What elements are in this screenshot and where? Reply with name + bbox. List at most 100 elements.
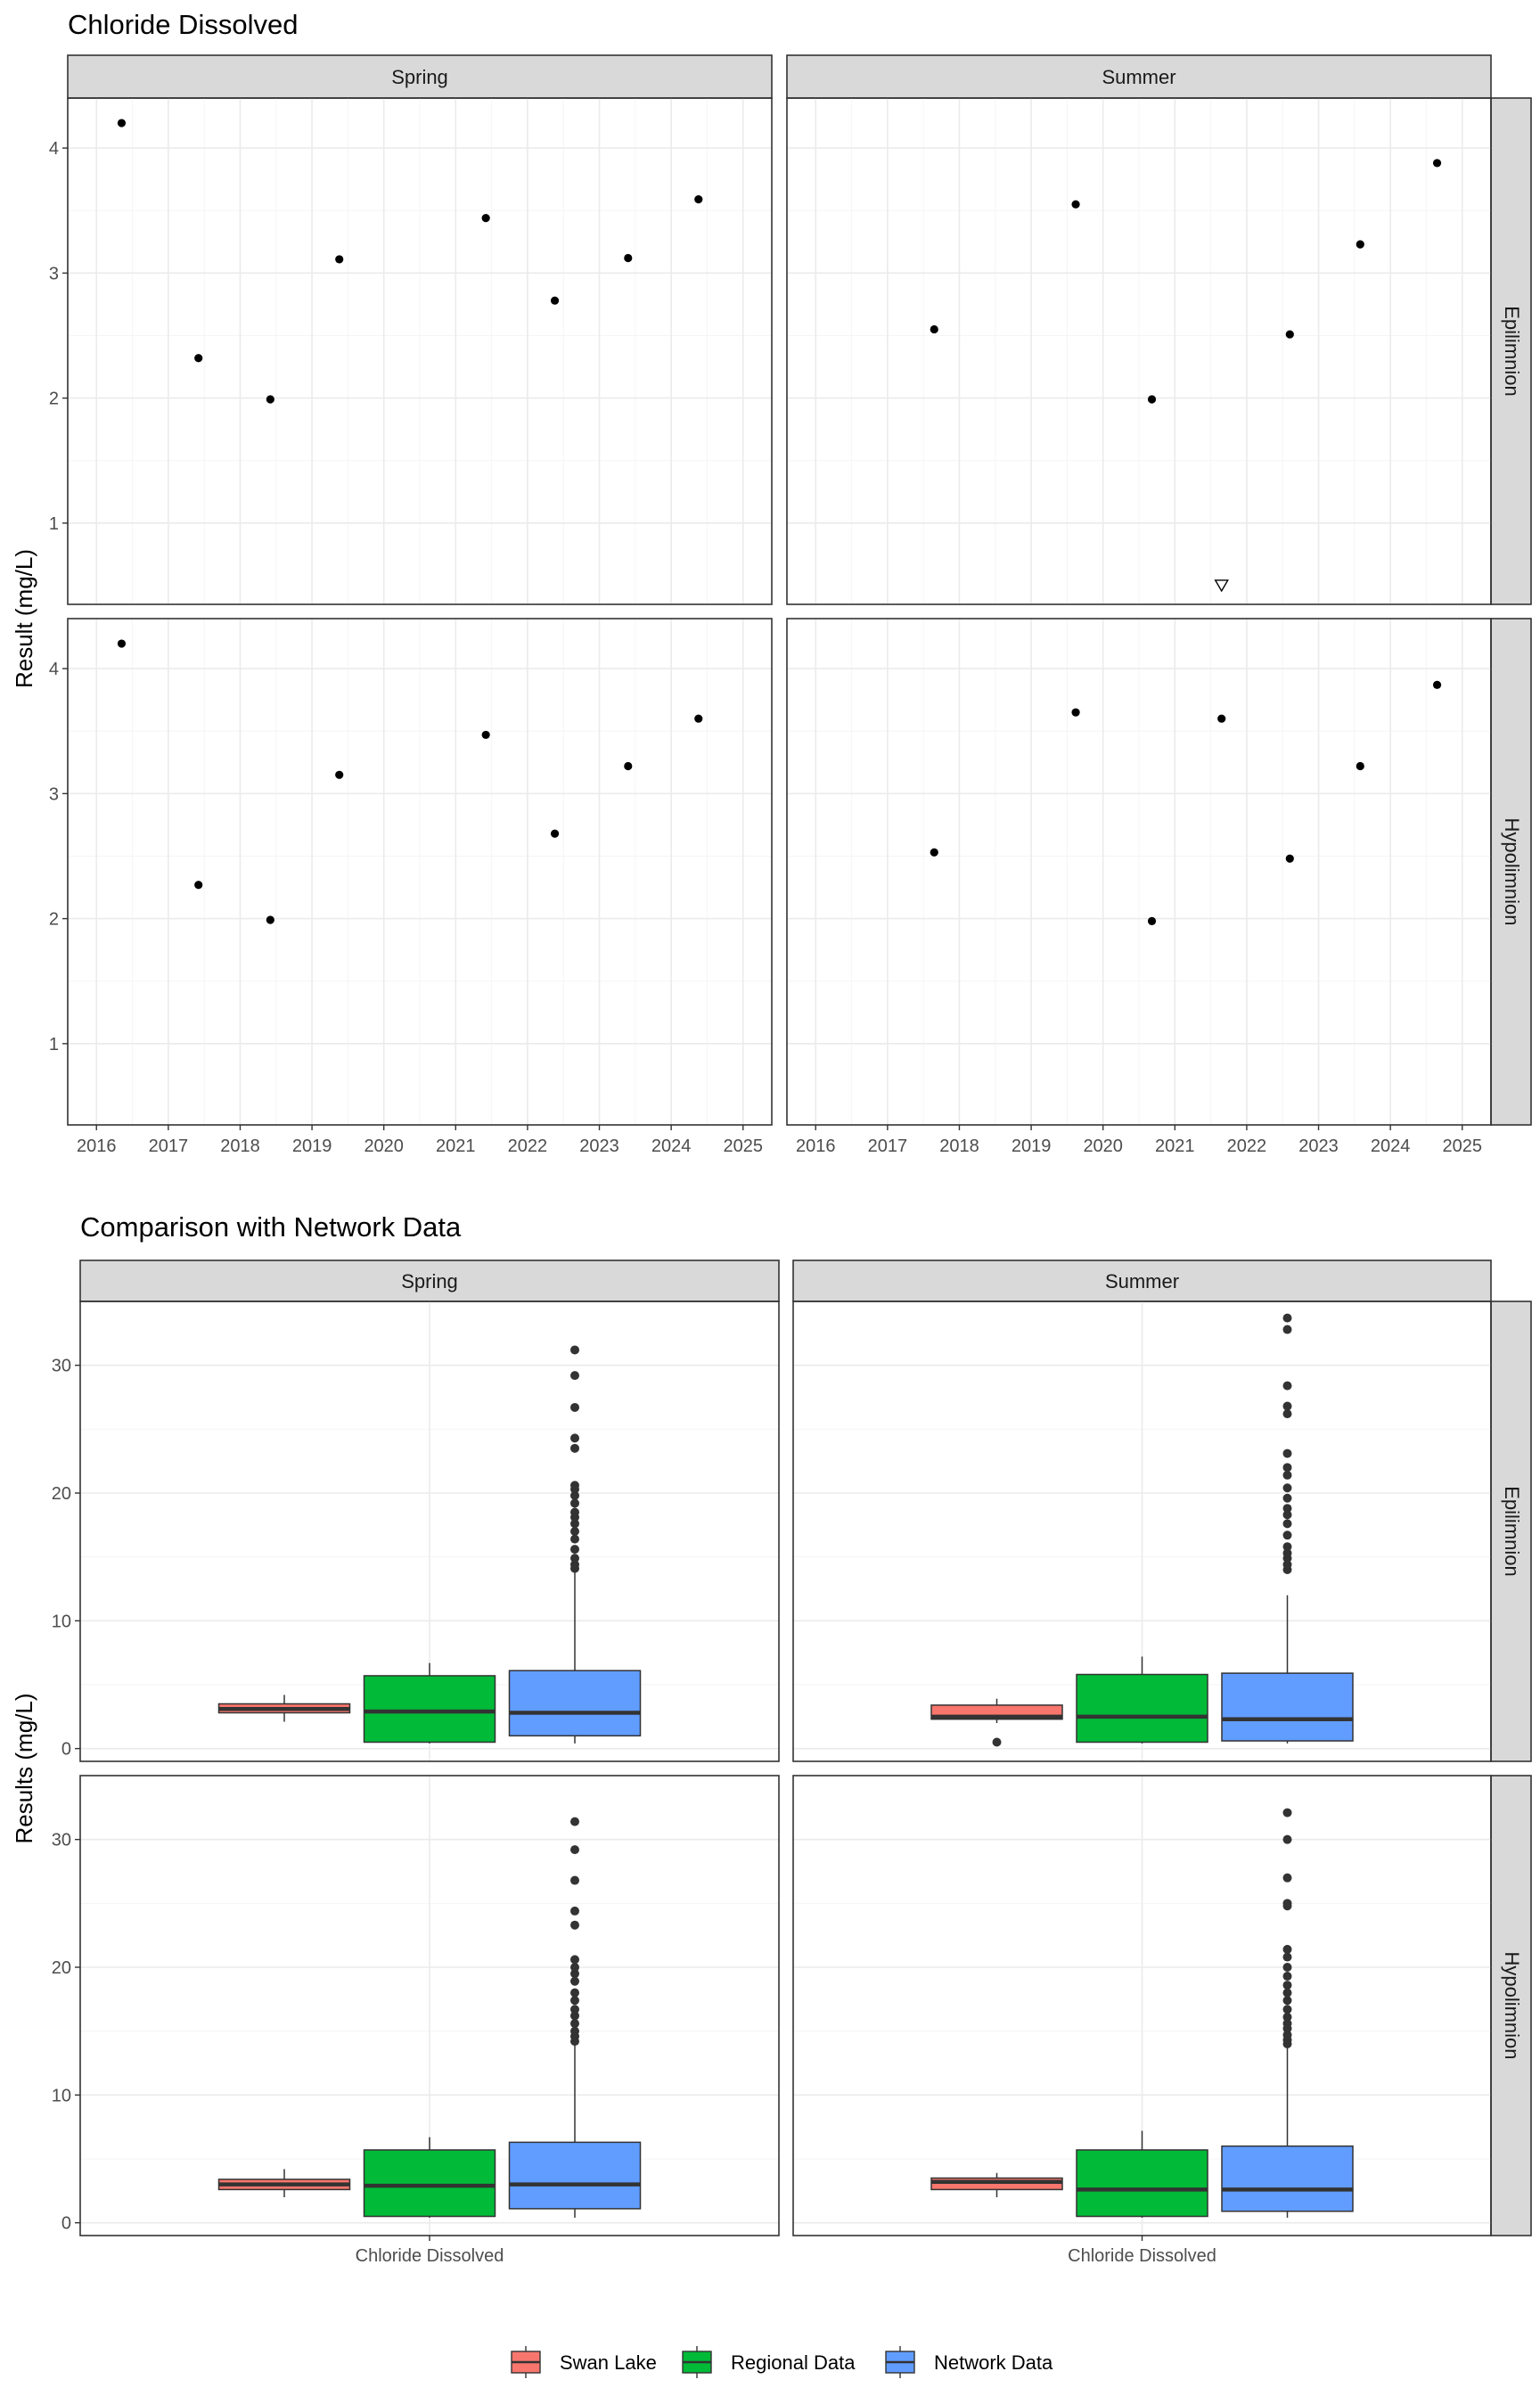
box-iqr: [508, 1670, 642, 1737]
box-swan-lake: [217, 2169, 351, 2197]
y-tick-label: 4: [49, 139, 59, 159]
outlier-point: [570, 1490, 579, 1500]
x-tick-label: Chloride Dissolved: [1068, 2246, 1216, 2266]
outlier-point: [570, 1545, 579, 1555]
box-iqr: [1221, 2145, 1354, 2212]
outlier-point: [1282, 1493, 1292, 1503]
data-point: [481, 730, 490, 740]
data-point: [930, 324, 938, 334]
facet-label-summer: Summer: [1102, 66, 1175, 88]
outlier-point: [570, 1963, 579, 1972]
box-iqr: [508, 2141, 642, 2210]
data-point: [1147, 916, 1157, 925]
data-point: [1071, 708, 1080, 717]
box-swan-lake: [930, 2172, 1063, 2197]
outlier-point: [570, 1498, 579, 1508]
outlier-point: [1282, 1944, 1292, 1954]
outlier-point: [1282, 1952, 1292, 1962]
x-tick-label: 2022: [508, 1136, 548, 1156]
x-tick-label: 2020: [1083, 1136, 1123, 1156]
outlier-point: [570, 1519, 579, 1529]
outlier-point: [992, 1737, 1002, 1747]
below-detection-point: [1214, 579, 1229, 593]
y-tick-label: 10: [52, 2086, 71, 2105]
panel-border: [67, 97, 773, 605]
outlier-point: [1282, 1560, 1292, 1570]
outlier-point: [570, 1443, 579, 1453]
x-tick-label: 2016: [77, 1136, 117, 1156]
data-point: [1285, 330, 1294, 339]
legend-label: Regional Data: [731, 2351, 856, 2374]
legend-item-network-data: Network Data: [885, 2346, 1053, 2378]
y-tick-label: 3: [49, 784, 59, 804]
x-tick-label: 2023: [1298, 1136, 1339, 1156]
legend: Swan Lake Regional Data Network Data: [511, 2346, 1053, 2378]
data-point: [624, 761, 633, 771]
scatter-panel: 1 2 3 4: [49, 97, 773, 605]
x-tick-label: 2019: [292, 1136, 332, 1156]
facet-label-summer: Summer: [1105, 1270, 1179, 1292]
data-point: [266, 915, 274, 924]
box-iqr: [363, 2149, 496, 2218]
outlier-point: [1282, 2019, 1292, 2029]
outlier-point: [1282, 1448, 1292, 1458]
facet-label-epilimnion: Epilimnion: [1501, 306, 1523, 397]
data-point: [550, 296, 560, 305]
data-point: [694, 714, 703, 723]
y-tick-label: 3: [49, 264, 59, 283]
outlier-point: [1282, 1963, 1292, 1972]
outlier-point: [1282, 1470, 1292, 1480]
x-tick-label: Chloride Dissolved: [356, 2246, 504, 2266]
outlier-point: [570, 1527, 579, 1536]
data-point: [1147, 395, 1157, 404]
x-tick-label: 2017: [149, 1136, 189, 1156]
data-point: [335, 255, 344, 264]
facet-strip-top: [67, 54, 773, 99]
x-tick-label: 2020: [364, 1136, 404, 1156]
y-axis-label: Results (mg/L): [11, 1693, 37, 1843]
outlier-point: [1282, 1808, 1292, 1818]
facet-label-spring: Spring: [391, 66, 448, 88]
y-tick-label: 30: [52, 1357, 71, 1376]
y-tick-label: 2: [49, 390, 59, 409]
box-network-data: [508, 1817, 642, 2218]
outlier-point: [570, 1554, 579, 1563]
panel-border: [67, 618, 773, 1126]
box-panel: 0 10 20 30 Chloride Dissolved: [52, 1775, 780, 2266]
facet-label-hypolimnion: Hypolimnion: [1501, 1951, 1523, 2059]
facet-strip-right: [1490, 97, 1532, 605]
box-iqr: [1076, 1673, 1208, 1744]
box-panel: [792, 1301, 1492, 1762]
data-point: [194, 354, 203, 363]
outlier-point: [1282, 1873, 1292, 1883]
outlier-point: [570, 1433, 579, 1443]
box-regional-data: [363, 2137, 496, 2218]
box-network-data: [1221, 1808, 1354, 2218]
facet-strip-top: [786, 54, 1492, 99]
box-regional-data: [1076, 2130, 1208, 2218]
outlier-point: [570, 2005, 579, 2014]
outlier-point: [1282, 1510, 1292, 1520]
data-point: [266, 395, 274, 404]
outlier-point: [1282, 2012, 1292, 2022]
data-point: [1071, 200, 1080, 209]
x-tick-label: 2023: [579, 1136, 619, 1156]
y-tick-label: 4: [49, 660, 59, 679]
facet-strip-right: [1490, 618, 1532, 1126]
data-point: [481, 214, 490, 223]
panel-border: [792, 1301, 1492, 1762]
outlier-point: [1282, 1530, 1292, 1540]
outlier-point: [1282, 1401, 1292, 1411]
outlier-point: [570, 2026, 579, 2036]
box-panel: 0 10 20 30: [52, 1301, 780, 1762]
box-panel: Chloride Dissolved: [792, 1775, 1492, 2266]
scatter-panel: [786, 97, 1492, 605]
outlier-point: [1282, 2030, 1292, 2039]
outlier-point: [570, 1988, 579, 1998]
box-regional-data: [363, 1662, 496, 1744]
outlier-point: [1282, 1899, 1292, 1908]
data-point: [1432, 159, 1442, 168]
x-tick-label: 2025: [724, 1136, 764, 1156]
box-network-data: [508, 1345, 642, 1744]
y-axis-label: Result (mg/L): [11, 549, 37, 688]
